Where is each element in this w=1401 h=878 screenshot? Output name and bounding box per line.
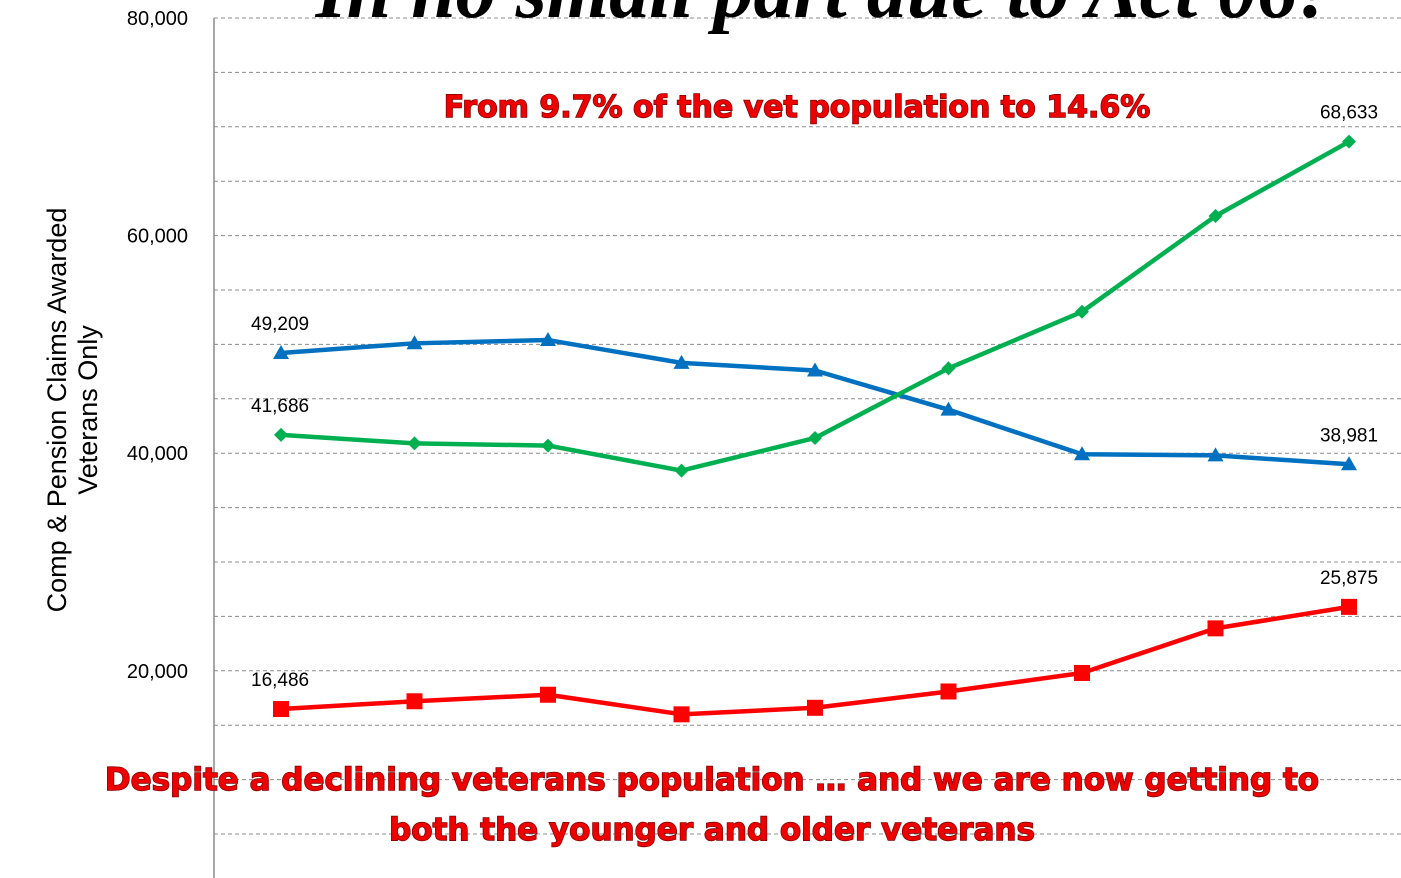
triangle-marker: [673, 354, 690, 369]
y-tick-label: 60,000: [127, 226, 188, 248]
series-group: [273, 134, 1357, 723]
callout-bottom-line1: Despite a declining veterans population …: [105, 762, 1319, 798]
triangle-marker: [1341, 456, 1357, 471]
data-label: 41,686: [251, 396, 309, 417]
y-tick-labels: 20,000 40,000 60,000 80,000: [127, 8, 188, 683]
triangle-marker: [1207, 447, 1224, 462]
square-marker: [673, 706, 690, 723]
series-3: [273, 598, 1357, 723]
diamond-marker: [1208, 209, 1223, 224]
diamond-marker: [274, 427, 288, 442]
y-tick-label: 80,000: [127, 8, 188, 30]
data-label: 25,875: [1320, 568, 1378, 589]
series-line: [280, 139, 1351, 473]
square-marker: [273, 701, 289, 718]
callout-bottom-line2: both the younger and older veterans: [389, 812, 1035, 848]
triangle-marker: [1074, 446, 1090, 461]
y-tick-label: 20,000: [127, 661, 188, 683]
triangle-marker: [406, 335, 423, 350]
triangle-marker: [940, 401, 957, 416]
callout-top: From 9.7% of the vet population to 14.6%: [444, 90, 1151, 125]
headline-title: In no small part due to Act 06!: [315, 0, 1329, 35]
diamond-marker: [1075, 304, 1089, 319]
data-labels: 49,209 38,981 41,686 68,633 16,486 25,875: [251, 103, 1378, 691]
square-marker: [406, 693, 423, 710]
square-marker: [807, 699, 823, 716]
y-tick-label: 40,000: [127, 443, 188, 465]
diamond-marker: [1342, 134, 1356, 149]
square-marker: [540, 686, 556, 703]
data-label: 16,486: [251, 670, 309, 691]
diamond-marker: [541, 438, 555, 453]
diamond-marker: [941, 361, 956, 376]
data-label: 68,633: [1320, 103, 1378, 124]
triangle-marker: [540, 332, 556, 347]
diamond-marker: [674, 463, 689, 478]
series-1: [273, 332, 1357, 471]
diamond-marker: [407, 436, 422, 451]
triangle-marker: [807, 362, 823, 377]
square-marker: [940, 683, 957, 700]
y-axis-label-line1: Comp & Pension Claims Awarded: [42, 208, 72, 613]
triangle-marker: [273, 345, 289, 360]
square-marker: [1341, 598, 1357, 615]
data-label: 49,209: [251, 314, 309, 335]
data-label: 38,981: [1320, 425, 1378, 446]
series-2: [274, 134, 1356, 478]
square-marker: [1074, 664, 1090, 681]
series-line: [280, 604, 1350, 717]
y-axis-label-line2: Veterans Only: [73, 325, 103, 495]
square-marker: [1207, 620, 1224, 637]
diamond-marker: [808, 430, 822, 445]
